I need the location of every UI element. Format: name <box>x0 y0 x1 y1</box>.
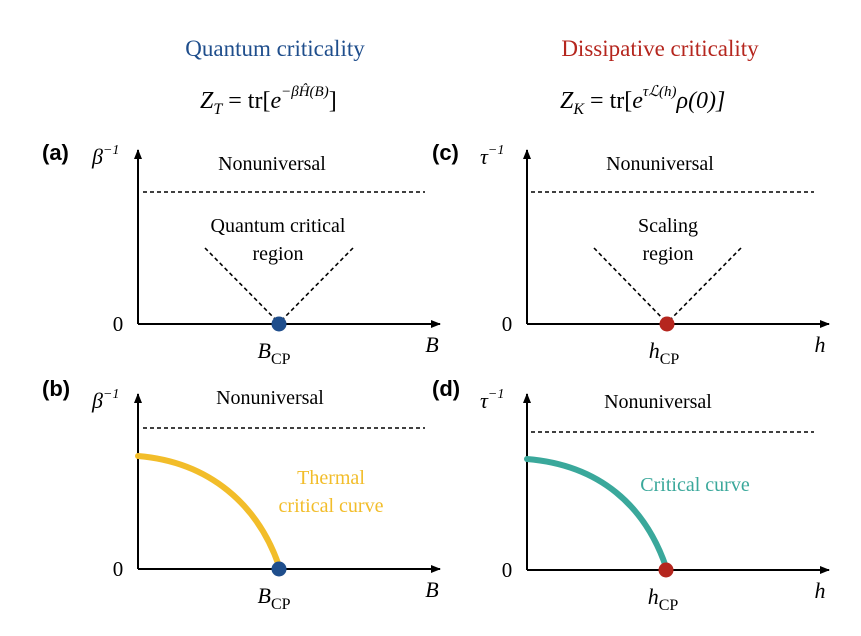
panel-c: (c) τ−1 0 h Nonuniversal Scaling region … <box>432 140 830 368</box>
right-eq-lhs: Z <box>560 88 574 114</box>
panel-d-origin-label: 0 <box>502 558 513 582</box>
panel-a-region-line2: region <box>252 243 303 265</box>
panel-a-cp-main: B <box>257 338 270 363</box>
panel-a-x-axis-label: B <box>425 332 438 357</box>
panel-d-nonuniversal-label: Nonuniversal <box>604 391 712 413</box>
panel-b-cp-label: BCP <box>257 583 290 613</box>
right-column-title: Dissipative criticality <box>561 36 759 61</box>
panel-a-cp-label: BCP <box>257 338 290 368</box>
panel-c-y-axis-exp: −1 <box>488 143 504 158</box>
panel-c-label: (c) <box>432 140 459 165</box>
panel-a-crossover-right <box>278 247 354 324</box>
right-eq-mid: = tr[ <box>584 88 632 114</box>
panel-b-y-axis-label: β−1 <box>91 387 119 413</box>
left-eq-base: e <box>270 88 281 114</box>
panel-c-y-axis-symbol: τ <box>480 144 489 169</box>
panel-d-y-axis-symbol: τ <box>480 388 489 413</box>
panel-b-curve-label-line2: critical curve <box>279 495 384 517</box>
panel-d-curve-label: Critical curve <box>640 474 750 496</box>
left-eq-lhs-sub: T <box>213 101 223 118</box>
panel-c-crossover-left <box>593 247 668 324</box>
panel-c-region-line1: Scaling <box>638 215 698 237</box>
panel-a-region-line1: Quantum critical <box>211 215 346 237</box>
panel-d-cp-sub: CP <box>659 597 679 614</box>
left-equation: ZT = tr[e−βĤ(B)] <box>200 83 337 118</box>
panel-d-x-axis-label: h <box>815 578 826 603</box>
left-column-title: Quantum criticality <box>185 36 365 61</box>
panel-c-critical-point <box>659 316 675 332</box>
panel-b-critical-point <box>271 561 287 577</box>
panel-a-critical-point <box>271 316 287 332</box>
panel-d-y-axis-exp: −1 <box>488 387 504 402</box>
left-eq-close: ] <box>329 88 337 114</box>
panel-c-origin-label: 0 <box>502 312 513 336</box>
right-eq-tail: ρ(0)] <box>676 88 726 114</box>
panel-b-curve-label-line1: Thermal <box>297 467 365 489</box>
panel-a-y-axis-symbol: β <box>91 144 103 169</box>
panel-b-label: (b) <box>42 376 70 401</box>
panel-a: (a) β−1 0 B Nonuniversal Quantum critica… <box>42 140 441 368</box>
panel-b-nonuniversal-label: Nonuniversal <box>216 387 324 409</box>
right-eq-base: e <box>632 88 643 114</box>
panel-a-cp-sub: CP <box>271 351 291 368</box>
panel-a-nonuniversal-label: Nonuniversal <box>218 153 326 175</box>
panel-a-y-axis-exp: −1 <box>103 143 119 158</box>
panel-d-cp-label: hCP <box>648 584 679 614</box>
left-eq-exponent: −βĤ(B) <box>281 83 329 100</box>
panel-d-cp-main: h <box>648 584 659 609</box>
panel-b-y-axis-exp: −1 <box>103 387 119 402</box>
panel-a-crossover-left <box>204 247 280 324</box>
panel-a-y-axis-label: β−1 <box>91 143 119 169</box>
panel-c-cp-main: h <box>649 338 660 363</box>
panel-b-origin-label: 0 <box>113 557 124 581</box>
panel-b-cp-main: B <box>257 583 270 608</box>
panel-b-cp-sub: CP <box>271 596 291 613</box>
right-equation: ZK = tr[eτℒ(h)ρ(0)] <box>560 84 725 118</box>
panel-a-label: (a) <box>42 140 69 165</box>
panel-b-x-axis-label: B <box>425 577 438 602</box>
right-eq-lhs-sub: K <box>572 101 585 118</box>
panel-d-label: (d) <box>432 376 460 401</box>
panel-d-y-axis-label: τ−1 <box>480 387 504 413</box>
panel-c-cp-label: hCP <box>649 338 680 368</box>
panel-b: (b) β−1 0 B Nonuniversal Thermal critica… <box>42 376 441 613</box>
panel-c-y-axis-label: τ−1 <box>480 143 504 169</box>
panel-a-origin-label: 0 <box>113 312 124 336</box>
panel-d-critical-point <box>658 562 674 578</box>
right-eq-exponent: τℒ(h) <box>643 84 677 100</box>
panel-c-cp-sub: CP <box>660 351 680 368</box>
panel-d: (d) τ−1 0 h Nonuniversal Critical curve … <box>432 376 830 614</box>
panel-c-x-axis-label: h <box>815 332 826 357</box>
panel-b-y-axis-symbol: β <box>91 388 103 413</box>
panel-c-nonuniversal-label: Nonuniversal <box>606 153 714 175</box>
left-eq-mid: = tr[ <box>222 88 270 114</box>
panel-d-critical-curve <box>524 456 669 570</box>
left-eq-lhs: Z <box>200 88 214 114</box>
panel-b-thermal-critical-curve <box>135 453 282 569</box>
panel-c-region-line2: region <box>642 243 693 265</box>
panel-c-crossover-right <box>666 247 742 324</box>
